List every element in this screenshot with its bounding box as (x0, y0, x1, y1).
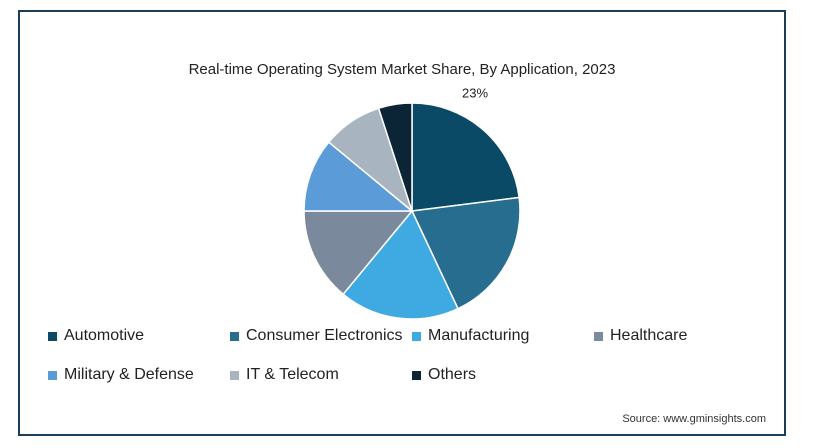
legend-item-automotive: Automotive (48, 326, 144, 346)
legend-item-consumer-electronics: Consumer Electronics (230, 326, 403, 346)
pie-slice-military-defense (303, 141, 415, 212)
chart-frame: Real-time Operating System Market Share,… (18, 10, 786, 436)
legend-swatch (412, 331, 421, 341)
legend-swatch (412, 370, 421, 380)
legend-label: Others (428, 366, 477, 383)
legend-row-2: Military & Defense IT & Telecom Others (20, 365, 784, 385)
source-note: Source: www.gminsights.com (622, 413, 766, 425)
legend-swatch (48, 331, 57, 341)
pie-chart: 23% (303, 85, 521, 320)
legend-item-others: Others (412, 365, 476, 385)
legend-swatch (594, 331, 603, 341)
legend-swatch (230, 370, 239, 380)
legend-item-manufacturing: Manufacturing (412, 326, 529, 346)
chart-title: Real-time Operating System Market Share,… (188, 61, 616, 78)
legend-item-military-defense: Military & Defense (48, 365, 194, 385)
legend-row-1: Automotive Consumer Electronics Manufact… (20, 326, 784, 346)
legend-label: Military & Defense (64, 366, 194, 383)
legend-label: Automotive (64, 327, 145, 344)
legend-label: Healthcare (610, 327, 688, 344)
legend-label: IT & Telecom (246, 366, 339, 383)
legend-label: Manufacturing (428, 327, 530, 344)
legend-item-healthcare: Healthcare (594, 326, 687, 346)
pie-slice-manufacturing (342, 209, 459, 320)
pie-slice-automotive (411, 102, 520, 212)
legend-swatch (48, 370, 57, 380)
data-label: 23% (462, 85, 488, 100)
legend-swatch (230, 331, 239, 341)
legend-item-it-telecom: IT & Telecom (230, 365, 339, 385)
legend-label: Consumer Electronics (246, 327, 403, 344)
pie-slice-healthcare (303, 210, 414, 296)
pie-slice-others (377, 102, 413, 212)
pie-slice-consumer-electronics (410, 196, 521, 310)
